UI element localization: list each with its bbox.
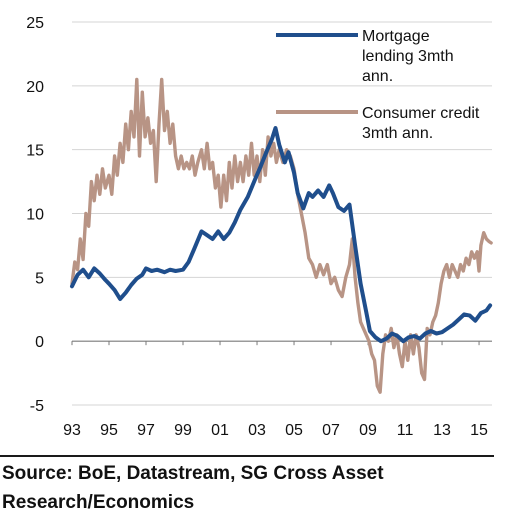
x-tick-label: 15 <box>470 422 488 439</box>
x-tick-label: 07 <box>322 422 340 439</box>
x-tick-label: 01 <box>211 422 229 439</box>
legend-label-mortgage: Mortgage lending 3mth ann. <box>362 28 454 85</box>
y-tick-label: 0 <box>35 334 44 351</box>
legend-label-consumer-credit: Consumer credit 3mth ann. <box>362 105 480 142</box>
x-tick-label: 99 <box>174 422 192 439</box>
x-tick-label: 93 <box>63 422 81 439</box>
source-divider <box>0 455 494 457</box>
x-tick-label: 13 <box>433 422 451 439</box>
series-line-mortgage <box>70 126 493 344</box>
y-tick-label: 15 <box>26 143 44 160</box>
x-tick-label: 09 <box>359 422 377 439</box>
x-tick-label: 11 <box>397 422 414 439</box>
y-tick-label: -5 <box>30 398 44 415</box>
y-tick-label: 20 <box>26 79 44 96</box>
x-tick-label: 97 <box>137 422 155 439</box>
x-tick-label: 05 <box>285 422 303 439</box>
x-tick-label: 95 <box>100 422 118 439</box>
y-tick-label: 10 <box>26 207 44 224</box>
series-layer <box>70 77 493 394</box>
series-line-consumer-credit <box>70 77 493 394</box>
gridlines <box>72 21 492 406</box>
source-note: Source: BoE, Datastream, SG Cross Asset … <box>2 463 384 513</box>
x-tick-label: 03 <box>248 422 266 439</box>
legend: Mortgage lending 3mth ann. Consumer credit 3… <box>276 28 480 142</box>
y-tick-label: 5 <box>35 270 44 287</box>
y-tick-label: 25 <box>26 15 44 32</box>
